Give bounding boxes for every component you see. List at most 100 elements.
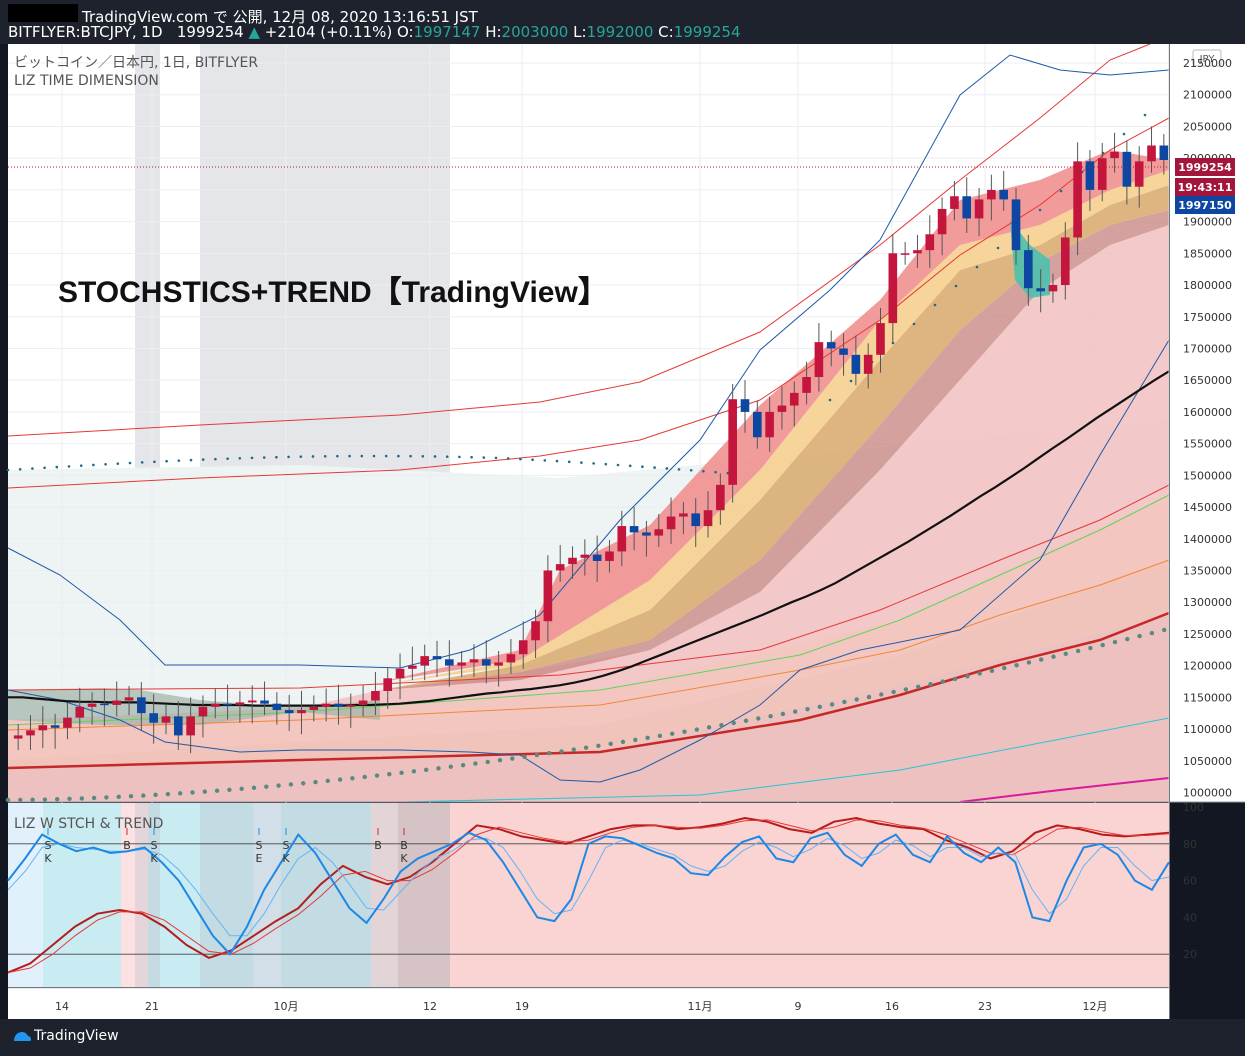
open-label: O: xyxy=(397,23,414,41)
psar-dot xyxy=(714,470,717,474)
stoch-tick-label: 40 xyxy=(1183,911,1197,924)
price-tick-label: 2050000 xyxy=(1183,120,1232,133)
ohlc-line: BITFLYER:BTCJPY, 1D 1999254 ▲ +2104 (+0.… xyxy=(8,23,741,41)
trend-dot xyxy=(42,797,48,802)
chart-canvas[interactable]: ビットコイン／日本円, 1日, BITFLYER LIZ TIME DIMENS… xyxy=(0,44,1245,1019)
psar-dot xyxy=(954,284,958,288)
price-tick-label: 1650000 xyxy=(1183,374,1232,387)
trend-dot xyxy=(583,745,589,750)
trend-dot xyxy=(276,783,281,788)
trend-dot xyxy=(1051,654,1056,659)
close-value: 1999254 xyxy=(673,23,741,41)
trend-dot xyxy=(670,731,675,736)
psar-dot xyxy=(912,322,916,326)
candle-body xyxy=(309,706,319,711)
psar-dot xyxy=(933,303,937,307)
price-tick-label: 1400000 xyxy=(1183,533,1232,546)
trend-dot xyxy=(916,684,921,690)
trend-dot xyxy=(768,714,773,719)
envelope-lower-line xyxy=(7,484,1170,691)
psar-dot xyxy=(567,460,571,464)
price-tick-label: 1600000 xyxy=(1183,406,1232,419)
magenta-line xyxy=(959,777,1170,803)
psar-dot xyxy=(6,468,10,472)
moving-average-line xyxy=(8,370,1170,707)
trend-dot xyxy=(350,776,355,781)
time-tick-label: 10月 xyxy=(274,1000,299,1013)
candle-body xyxy=(112,700,122,705)
trend-dot xyxy=(362,774,367,780)
psar-dot xyxy=(104,463,107,466)
trend-dot xyxy=(55,797,60,802)
time-tick-label: 23 xyxy=(978,1000,992,1013)
psar-dot xyxy=(616,463,620,467)
candle-body xyxy=(186,716,195,736)
candle-body xyxy=(814,342,824,378)
psar-dot xyxy=(348,454,351,458)
signal-mid: S xyxy=(256,839,263,852)
candle-body xyxy=(1134,161,1144,187)
ref-price-tag: 1997150 xyxy=(1178,199,1232,212)
candle-body xyxy=(506,654,516,663)
signal-bot: K xyxy=(44,852,52,865)
trend-signal-line xyxy=(7,819,1170,974)
candle-body xyxy=(518,640,528,655)
trend-dot xyxy=(842,699,847,705)
psar-dot xyxy=(1038,208,1042,212)
trend-dot xyxy=(460,762,466,768)
psar-dot xyxy=(250,456,254,460)
trend-dot xyxy=(30,797,35,802)
candle-body xyxy=(371,690,380,701)
candle-body xyxy=(605,551,614,561)
trend-dot xyxy=(1162,627,1167,633)
trend-dot xyxy=(608,741,613,747)
psar-dot xyxy=(849,379,853,383)
candle-body xyxy=(765,411,774,438)
trend-dot xyxy=(264,784,269,789)
brown-band xyxy=(380,185,1169,690)
last-price: 1999254 xyxy=(176,23,244,41)
trend-dot xyxy=(79,796,85,801)
candle-body xyxy=(1073,161,1082,238)
stoch-title: LIZ W STCH & TREND xyxy=(14,816,163,832)
orange-line xyxy=(7,559,1170,731)
candle-body xyxy=(420,656,430,666)
psar-dot xyxy=(828,398,832,402)
candle-body xyxy=(863,354,873,374)
price-tick-label: 1700000 xyxy=(1183,342,1232,355)
trend-dot xyxy=(694,727,699,732)
trend-dot xyxy=(879,692,884,697)
psar-dot xyxy=(421,455,425,458)
psar-dot xyxy=(482,456,486,459)
envelope-mid-line xyxy=(7,117,1170,489)
time-axis[interactable] xyxy=(8,988,1169,1019)
last-price-tag: 1999254 xyxy=(1178,161,1232,174)
signal-bot: E xyxy=(256,852,263,865)
price-tick-label: 1300000 xyxy=(1183,596,1232,609)
psar-dot xyxy=(470,455,473,459)
trend-dot xyxy=(596,743,601,748)
psar-dot xyxy=(140,461,144,464)
candle-body xyxy=(592,554,602,561)
candle-body xyxy=(13,735,23,739)
tradingview-brand[interactable]: TradingView xyxy=(34,1028,119,1044)
psar-dot xyxy=(592,462,595,465)
red-thick-line xyxy=(7,611,1170,770)
trend-dot xyxy=(571,747,576,752)
candle-body xyxy=(346,704,356,707)
candle-body xyxy=(617,526,627,552)
candle-body xyxy=(728,399,737,485)
candle-body xyxy=(1110,151,1119,159)
candle-body xyxy=(26,730,35,736)
candle-body xyxy=(679,513,688,517)
trend-dot xyxy=(965,674,970,679)
tradingview-logo-icon[interactable] xyxy=(12,1029,32,1043)
symbol-label[interactable]: BITFLYER:BTCJPY, 1D xyxy=(8,23,163,41)
trend-dot xyxy=(1112,639,1118,645)
candle-body xyxy=(75,706,85,718)
trend-dot xyxy=(559,749,564,754)
trend-dot xyxy=(719,722,724,728)
psar-dot xyxy=(996,246,1000,250)
price-tick-label: 1200000 xyxy=(1183,660,1232,673)
stoch-tick-label: 80 xyxy=(1183,838,1197,851)
